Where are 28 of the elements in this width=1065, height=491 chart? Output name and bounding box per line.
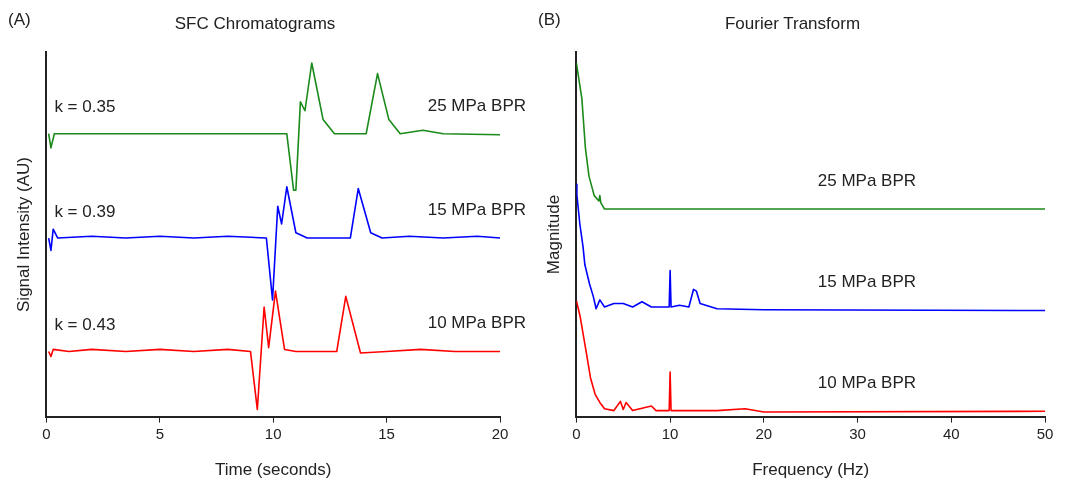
x-tick-label: 50 [1036, 424, 1054, 442]
chart-title: SFC Chromatograms [174, 13, 336, 33]
x-tick-label: 20 [491, 424, 509, 442]
series-label: 25 MPa BPR [427, 96, 526, 116]
x-tick-label: 15 [378, 424, 395, 442]
x-tick-label: 20 [755, 424, 773, 442]
x-tick-label: 10 [264, 424, 282, 442]
chart-title: Fourier Transform [724, 13, 861, 33]
series-label: 25 MPa BPR [817, 170, 917, 190]
y-axis-title: Signal Intensity (AU) [13, 157, 33, 312]
series-label: 10 MPa BPR [427, 313, 526, 333]
series-label: 15 MPa BPR [427, 199, 526, 219]
x-tick-label: 0 [572, 424, 581, 442]
series-label: 10 MPa BPR [817, 372, 917, 392]
x-tick-label: 5 [155, 424, 164, 442]
x-tick-label: 10 [661, 424, 679, 442]
x-axis-title: Time (seconds) [214, 460, 332, 480]
x-tick-label: 0 [42, 424, 51, 442]
x-axis-title: Frequency (Hz) [752, 460, 870, 480]
text: (A) [8, 9, 31, 29]
series-label: 15 MPa BPR [817, 272, 917, 292]
annotation: k = 0.35 [54, 97, 116, 117]
x-tick-label: 40 [942, 424, 960, 442]
annotation: k = 0.43 [54, 315, 116, 335]
annotation: k = 0.39 [54, 201, 116, 221]
y-axis-title: Magnitude [543, 194, 563, 275]
x-tick-label: 30 [849, 424, 866, 442]
text: (B) [538, 9, 561, 29]
